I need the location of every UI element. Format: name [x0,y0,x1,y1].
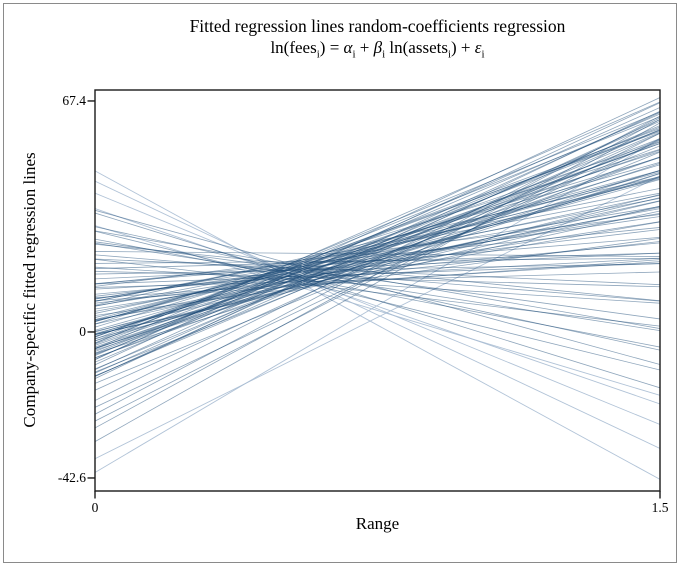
y-tick-label: 67.4 [62,92,86,108]
fitted-line [95,270,660,288]
equation-segment: ln(fees [270,38,317,57]
equation-segment: ) + [451,38,475,57]
fitted-line [95,243,660,302]
fitted-line [95,205,660,336]
x-tick-label: 1.5 [651,500,669,515]
plot-box [94,89,661,492]
equation-segment: i [316,48,320,61]
fitted-line [95,101,660,350]
equation-segment: + [355,38,374,57]
fitted-line [95,254,660,302]
equation-segment: i [382,48,386,61]
fitted-line [95,162,660,349]
fitted-line [95,200,660,325]
x-axis-title: Range [355,514,400,533]
fitted-line [95,116,660,344]
fitted-line [95,157,660,328]
fitted-line [95,102,660,366]
fitted-line [95,212,660,389]
chart-title: Fitted regression lines random-coefficie… [189,16,566,36]
fitted-line [95,111,660,344]
fitted-line [95,170,660,321]
fitted-line [95,209,660,365]
fitted-line [95,151,660,384]
fitted-line [95,238,660,348]
fitted-line [95,139,660,408]
equation-segment: i [352,48,356,61]
fitted-line [95,197,660,332]
fitted-line [95,170,660,480]
fitted-line [95,169,660,351]
fitted-line [95,122,660,442]
fitted-line [95,197,660,307]
fitted-line [95,263,660,275]
fitted-line [95,119,660,377]
fitted-line [95,97,660,361]
equation-segment: ) = [319,38,344,57]
equation-segment: ε [474,38,482,57]
chart-subtitle-equation: ln(feesi) = αi + βi ln(assetsi) + εi [95,38,660,61]
equation-segment: i [481,48,485,61]
fitted-line [95,141,660,359]
fitted-line [95,115,660,415]
fitted-line [95,192,660,425]
x-tick-label: 0 [91,500,99,515]
fitted-line [95,208,660,405]
equation-segment: ln(assets [385,38,448,57]
equation-segment: α [343,38,353,57]
fitted-line [95,252,660,280]
regression-lines [95,97,660,442]
fitted-line [95,226,660,351]
fitted-line [95,143,660,345]
tick-marks [87,100,661,499]
fitted-line [95,258,660,286]
equation-segment: i [447,48,452,61]
fitted-line [95,212,660,307]
fitted-line [95,132,660,422]
y-tick-label: -42.6 [57,469,86,485]
fitted-line [95,173,660,354]
fitted-line [95,138,660,377]
fitted-line [95,251,660,257]
y-tick-label: 0 [79,323,86,339]
fitted-line [95,266,660,304]
fitted-line [95,177,660,322]
fitted-line [95,242,660,331]
fitted-line [95,120,660,374]
fitted-line [95,180,660,449]
equation-segment: β [373,38,383,57]
fitted-line [95,117,660,401]
